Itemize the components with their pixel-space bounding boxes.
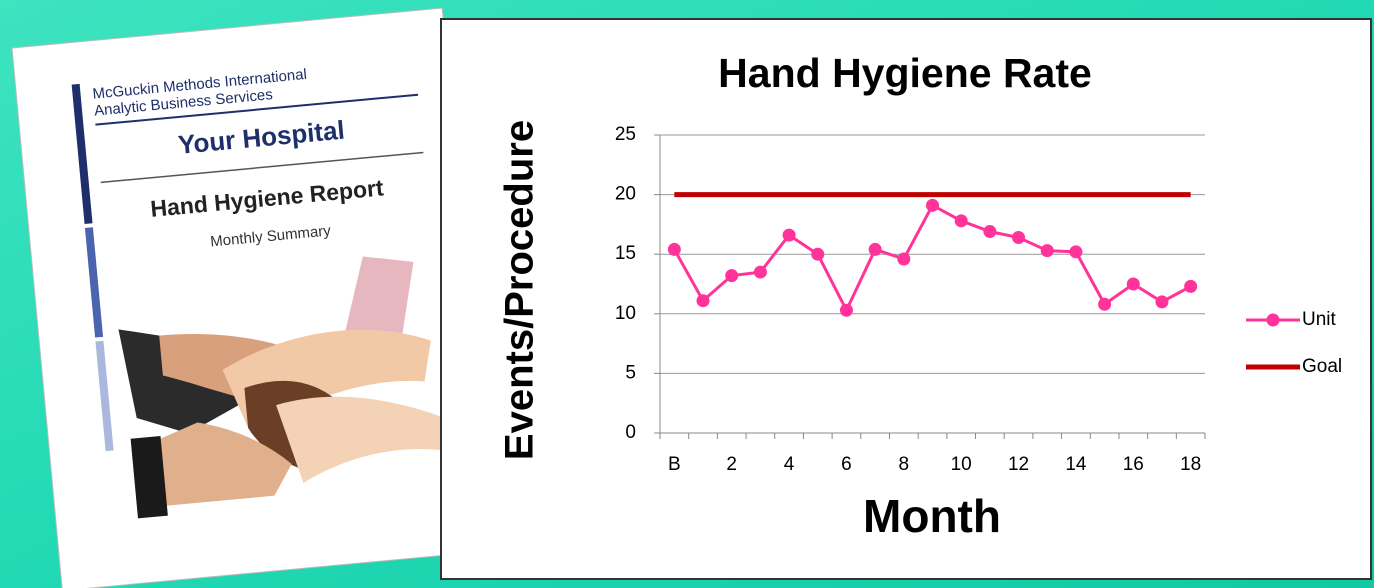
y-axis-title: Events/Procedure bbox=[498, 120, 542, 460]
cover-rule bbox=[95, 93, 419, 126]
x-tick-label: B bbox=[668, 454, 681, 475]
x-tick-label: 12 bbox=[1008, 454, 1029, 475]
data-point bbox=[1155, 295, 1169, 309]
cover-bar bbox=[84, 227, 104, 338]
cover-bar bbox=[71, 83, 93, 225]
data-point bbox=[1098, 297, 1112, 311]
y-tick-label: 25 bbox=[615, 124, 636, 145]
x-tick-label: 10 bbox=[951, 454, 972, 475]
y-tick-label: 20 bbox=[615, 184, 636, 205]
data-point bbox=[696, 294, 710, 308]
data-point bbox=[811, 247, 825, 261]
x-axis-title: Month bbox=[863, 490, 1001, 542]
x-tick-label: 14 bbox=[1065, 454, 1087, 475]
x-tick-label: 6 bbox=[841, 454, 852, 475]
data-point bbox=[839, 303, 853, 317]
data-point bbox=[954, 214, 968, 228]
data-point bbox=[983, 225, 997, 239]
data-point bbox=[1012, 231, 1026, 245]
cover-bar bbox=[95, 340, 114, 452]
hands-photo bbox=[118, 256, 449, 519]
chart-title: Hand Hygiene Rate bbox=[718, 50, 1092, 96]
data-point bbox=[753, 265, 767, 279]
data-point bbox=[897, 252, 911, 266]
data-point bbox=[667, 242, 681, 256]
data-point bbox=[926, 198, 939, 212]
y-tick-label: 5 bbox=[625, 362, 636, 383]
data-point bbox=[1126, 277, 1140, 291]
data-point bbox=[1040, 244, 1054, 258]
data-point bbox=[782, 228, 796, 242]
chart-panel bbox=[440, 18, 1372, 580]
x-tick-label: 8 bbox=[899, 454, 910, 475]
cover-rule bbox=[100, 151, 424, 184]
x-tick-label: 18 bbox=[1180, 454, 1201, 475]
y-tick-label: 0 bbox=[625, 422, 636, 443]
data-point bbox=[1069, 245, 1083, 259]
x-tick-label: 4 bbox=[784, 454, 795, 475]
data-point bbox=[1184, 279, 1198, 293]
report-cover: McGuckin Methods International Analytic … bbox=[11, 7, 494, 588]
data-point bbox=[725, 269, 739, 283]
legend-label: Goal bbox=[1302, 356, 1342, 377]
legend-marker bbox=[1266, 313, 1280, 327]
y-tick-label: 10 bbox=[615, 303, 636, 324]
y-tick-label: 15 bbox=[615, 243, 636, 264]
plot-area: 0 5 10 15 20 25 B 2 4 6 8 10 12 14 16 18 Unit Goal bbox=[615, 124, 1342, 475]
x-tick-label: 16 bbox=[1123, 454, 1144, 475]
legend-label: Unit bbox=[1302, 309, 1337, 330]
data-point bbox=[868, 242, 882, 256]
x-tick-label: 2 bbox=[726, 454, 737, 475]
